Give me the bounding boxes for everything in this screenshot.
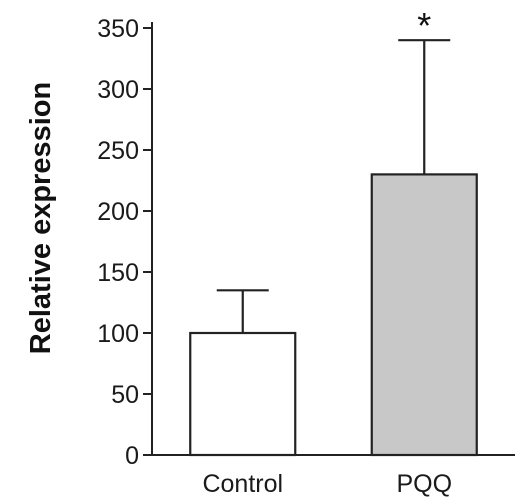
y-tick-label: 50 bbox=[111, 381, 139, 409]
y-tick-label: 300 bbox=[97, 76, 139, 104]
x-tick-label: PQQ bbox=[396, 470, 452, 498]
bar-control bbox=[189, 331, 297, 457]
y-tick-label: 350 bbox=[97, 15, 139, 43]
y-tick-label: 250 bbox=[97, 137, 139, 165]
y-tick-layer: 0 50 100 150 200 250 300 350 bbox=[97, 15, 152, 470]
x-tick-label-layer: Control PQQ bbox=[202, 470, 452, 498]
x-tick-label: Control bbox=[202, 470, 283, 498]
bar-pqq bbox=[370, 173, 478, 457]
y-tick-label: 100 bbox=[97, 320, 139, 348]
y-tick-label: 200 bbox=[97, 198, 139, 226]
y-tick-label: 0 bbox=[125, 442, 139, 470]
y-tick-label: 150 bbox=[97, 259, 139, 287]
significance-marker: * bbox=[417, 5, 431, 46]
bar-layer: * bbox=[189, 5, 478, 457]
y-axis-title: Relative expression bbox=[25, 82, 57, 354]
